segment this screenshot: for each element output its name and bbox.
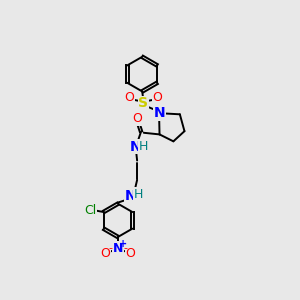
- Text: N: N: [153, 106, 165, 120]
- Text: N: N: [130, 140, 142, 154]
- Text: O: O: [133, 112, 142, 125]
- Text: O: O: [153, 91, 163, 104]
- Text: Cl: Cl: [84, 204, 96, 217]
- Text: O: O: [126, 247, 136, 260]
- Text: +: +: [118, 239, 127, 249]
- Text: -: -: [124, 244, 128, 254]
- Text: N: N: [124, 189, 136, 203]
- Text: O: O: [100, 247, 110, 260]
- Text: S: S: [138, 97, 148, 110]
- Text: H: H: [139, 140, 148, 153]
- Text: N: N: [113, 242, 123, 255]
- Text: H: H: [134, 188, 143, 201]
- Text: -: -: [108, 244, 112, 254]
- Text: O: O: [124, 91, 134, 104]
